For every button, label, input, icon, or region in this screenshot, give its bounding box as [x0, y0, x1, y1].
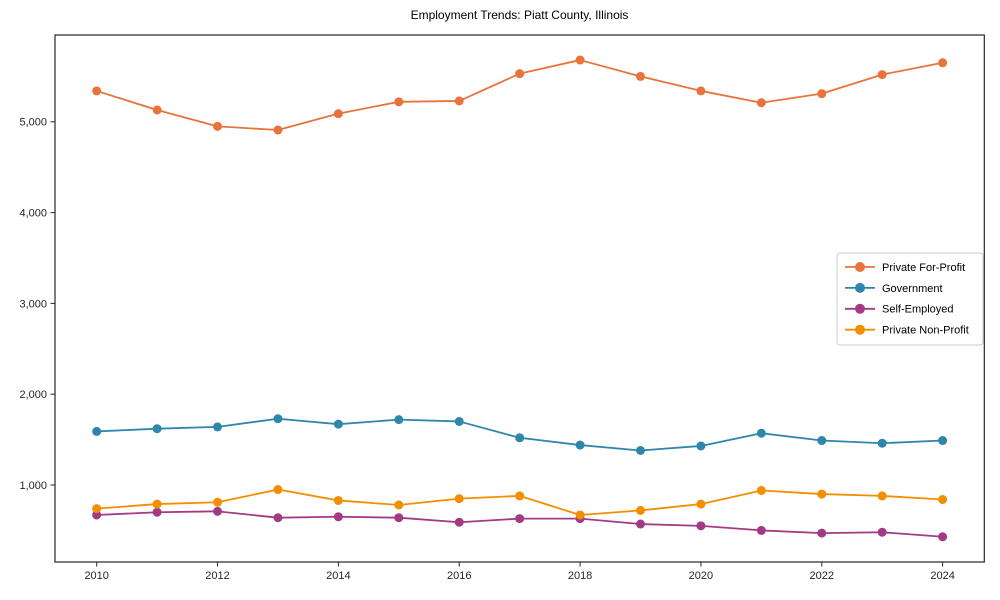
y-axis-tick-label: 3,000 [19, 298, 47, 310]
series-marker-private-for-profit [877, 70, 887, 80]
series-marker-private-non-profit [333, 495, 343, 505]
series-marker-government [515, 433, 525, 443]
legend-marker [855, 303, 865, 314]
x-axis-tick-label: 2012 [205, 570, 229, 582]
series-marker-private-non-profit [515, 491, 525, 501]
series-marker-government [756, 428, 766, 438]
legend-marker [855, 262, 865, 272]
series-marker-private-for-profit [696, 86, 706, 96]
series-marker-private-non-profit [273, 485, 283, 495]
series-marker-private-non-profit [454, 494, 464, 504]
series-marker-self-employed [877, 527, 887, 537]
legend-marker [855, 282, 865, 293]
series-marker-self-employed [213, 506, 223, 516]
series-marker-private-for-profit [756, 98, 766, 108]
y-axis-tick-label: 1,000 [19, 480, 47, 492]
series-marker-self-employed [152, 507, 162, 517]
series-marker-government [877, 438, 887, 448]
series-marker-private-non-profit [938, 495, 948, 505]
plot-frame [54, 34, 985, 563]
series-marker-self-employed [273, 513, 283, 523]
series-marker-private-for-profit [273, 125, 283, 135]
series-marker-private-for-profit [938, 58, 948, 68]
legend-entry-government: Government [845, 283, 943, 295]
series-marker-government [333, 419, 343, 429]
x-axis-tick-label: 2022 [810, 570, 834, 582]
series-marker-private-non-profit [756, 485, 766, 495]
series-marker-private-non-profit [575, 510, 585, 520]
series-marker-government [454, 416, 464, 426]
y-axis-tick-label: 2,000 [19, 389, 47, 401]
x-axis-tick-label: 2024 [930, 570, 954, 582]
legend-entry-private-non-profit: Private Non-Profit [845, 325, 969, 337]
series-marker-private-for-profit [454, 96, 464, 106]
series-marker-private-non-profit [394, 500, 404, 510]
series-marker-private-for-profit [515, 69, 525, 79]
series-marker-self-employed [756, 525, 766, 535]
legend-label: Self-Employed [882, 304, 954, 316]
series-marker-private-non-profit [152, 499, 162, 509]
series-marker-private-for-profit [635, 71, 645, 81]
series-marker-private-for-profit [213, 121, 223, 131]
legend-label: Private Non-Profit [882, 325, 969, 337]
series-marker-private-for-profit [92, 86, 102, 96]
series-marker-private-for-profit [394, 97, 404, 107]
series-marker-self-employed [394, 513, 404, 523]
series-marker-private-for-profit [333, 109, 343, 119]
series-marker-self-employed [817, 528, 827, 538]
legend-label: Private For-Profit [882, 262, 965, 274]
series-marker-government [213, 422, 223, 432]
series-marker-private-non-profit [696, 499, 706, 509]
x-axis-tick-label: 2016 [447, 570, 471, 582]
x-axis-tick-label: 2018 [568, 570, 592, 582]
series-marker-private-non-profit [92, 504, 102, 514]
series-marker-self-employed [92, 510, 102, 520]
series-marker-self-employed [696, 521, 706, 531]
series-marker-government [394, 415, 404, 425]
series-marker-private-non-profit [817, 489, 827, 499]
legend-box [836, 252, 984, 346]
series-marker-private-for-profit [817, 89, 827, 99]
series-marker-self-employed [515, 514, 525, 524]
x-axis-tick-label: 2014 [326, 570, 350, 582]
legend-entry-private-for-profit: Private For-Profit [845, 262, 965, 274]
series-marker-self-employed [938, 532, 948, 542]
series-marker-government [817, 436, 827, 446]
series-marker-self-employed [635, 519, 645, 529]
x-axis-tick-label: 2020 [689, 570, 713, 582]
series-marker-private-for-profit [575, 55, 585, 65]
legend-entry-self-employed: Self-Employed [845, 304, 954, 316]
series-marker-private-for-profit [152, 105, 162, 115]
series-marker-private-non-profit [635, 505, 645, 515]
series-marker-government [696, 441, 706, 451]
series-marker-government [938, 436, 948, 446]
series-marker-government [635, 445, 645, 455]
series-marker-self-employed [333, 512, 343, 522]
chart-title: Employment Trends: Piatt County, Illinoi… [410, 8, 629, 22]
series-marker-self-employed [454, 517, 464, 527]
series-marker-government [273, 414, 283, 424]
legend-label: Government [882, 283, 943, 295]
legend-marker [855, 324, 865, 335]
y-axis-tick-label: 4,000 [19, 208, 47, 220]
series-marker-government [92, 426, 102, 436]
series-marker-government [152, 424, 162, 434]
x-axis-tick-label: 2010 [84, 570, 108, 582]
series-marker-private-non-profit [213, 497, 223, 507]
series-marker-government [575, 440, 585, 450]
series-marker-private-non-profit [877, 491, 887, 501]
y-axis-tick-label: 5,000 [19, 117, 47, 129]
